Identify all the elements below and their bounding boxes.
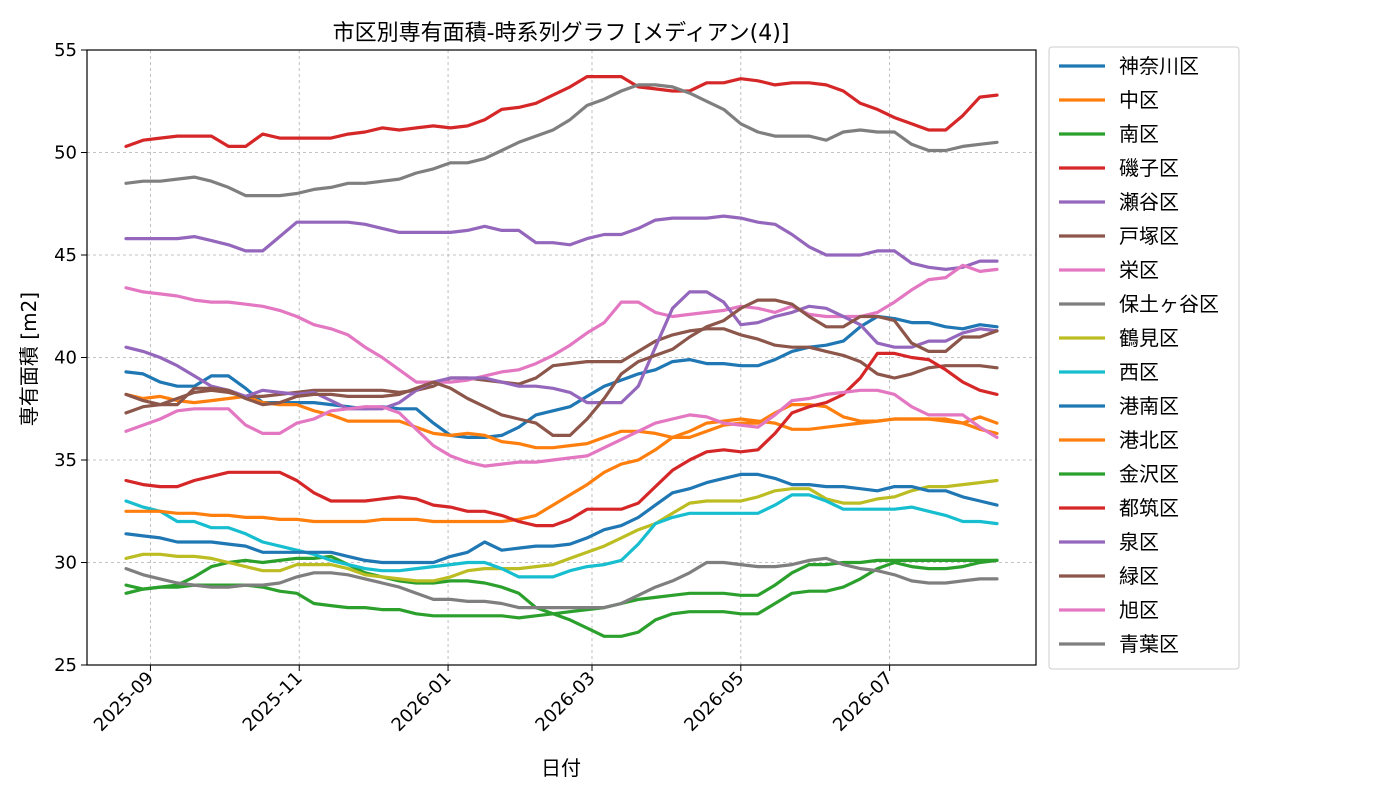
series-line-9 xyxy=(124,493,999,579)
legend-entry-label: 瀬谷区 xyxy=(1119,190,1179,214)
series-line-12 xyxy=(124,558,999,620)
legend-entry-label: 鶴見区 xyxy=(1119,326,1179,350)
legend-entry-label: 港北区 xyxy=(1119,428,1179,452)
legend-entry-label: 青葉区 xyxy=(1119,632,1179,656)
y-tick-label: 50 xyxy=(54,143,77,164)
legend-entry-label: 港南区 xyxy=(1119,394,1179,418)
series-line-11 xyxy=(124,417,999,524)
series-line-17 xyxy=(124,556,999,610)
series-line-5 xyxy=(124,327,999,415)
legend-entry-label: 保土ヶ谷区 xyxy=(1119,292,1219,316)
x-axis-title: 日付 xyxy=(541,756,581,780)
y-axis: 25 30 35 40 45 50 55 xyxy=(54,40,87,676)
legend-entry-label: 中区 xyxy=(1119,88,1159,112)
series-line-2 xyxy=(124,554,999,638)
series-line-6 xyxy=(124,263,999,384)
legend-entry-label: 磯子区 xyxy=(1119,156,1179,180)
legend-entry-label: 栄区 xyxy=(1119,258,1159,282)
legend-entry-label: 金沢区 xyxy=(1119,462,1179,486)
series-line-13 xyxy=(124,351,999,528)
y-tick-label: 45 xyxy=(54,245,77,266)
legend-entry-label: 戸塚区 xyxy=(1119,224,1179,248)
y-tick-label: 40 xyxy=(54,348,77,369)
legend-entry-label: 西区 xyxy=(1119,360,1159,384)
grid-lines xyxy=(87,49,1036,666)
legend-entry-label: 緑区 xyxy=(1119,564,1159,588)
legend-entry-label: 南区 xyxy=(1119,122,1159,146)
legend-entry-label: 泉区 xyxy=(1119,530,1159,554)
series-lines xyxy=(124,74,999,638)
legend-entry-label: 都筑区 xyxy=(1119,496,1179,520)
legend: 神奈川区中区南区磯子区瀬谷区戸塚区栄区保土ヶ谷区鶴見区西区港南区港北区金沢区都筑… xyxy=(1048,46,1240,670)
series-line-4 xyxy=(124,214,999,271)
y-tick-label: 30 xyxy=(54,553,77,574)
legend-entry-label: 旭区 xyxy=(1119,598,1159,622)
y-axis-title: 専有面積 [m2] xyxy=(17,292,41,426)
series-line-3 xyxy=(124,74,999,148)
series-line-7 xyxy=(124,83,999,198)
y-tick-label: 25 xyxy=(54,655,77,676)
series-line-10 xyxy=(124,472,999,565)
y-tick-label: 35 xyxy=(54,450,77,471)
y-tick-label: 55 xyxy=(54,40,77,61)
chart-title: 市区別専有面積-時系列グラフ [メディアン(4)] xyxy=(333,21,790,46)
legend-entry-label: 神奈川区 xyxy=(1119,54,1199,78)
series-line-15 xyxy=(124,298,999,437)
series-line-8 xyxy=(124,478,999,583)
series-line-16 xyxy=(124,388,999,468)
